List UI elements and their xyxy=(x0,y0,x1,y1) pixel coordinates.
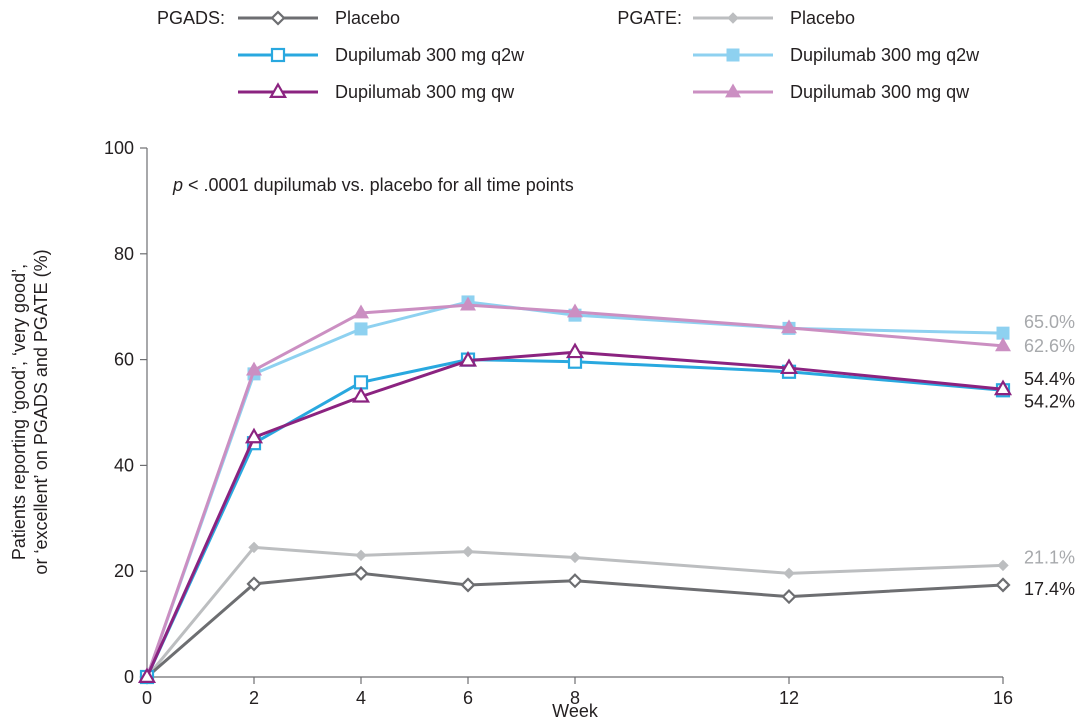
data-point-pgads-placebo xyxy=(460,577,476,593)
series-pgads-qw xyxy=(137,342,1013,683)
x-tick-label: 8 xyxy=(570,688,580,708)
data-point-pgads-qw xyxy=(779,358,799,375)
axes: 0 20 40 60 80 100 0 2 4 6 8 12 16 Week Patients rep… xyxy=(9,138,1013,721)
x-tick-label: 2 xyxy=(249,688,259,708)
legend-marker xyxy=(270,10,286,26)
legend-item-pgate-placebo: Placebo xyxy=(693,8,855,28)
series-line-pgads-q2w xyxy=(145,358,1004,678)
series-line-pgate-placebo xyxy=(145,545,1004,678)
data-point-pgate-placebo xyxy=(248,541,260,554)
series-line-pgads-placebo xyxy=(146,571,1004,679)
legend-label: Dupilumab 300 mg q2w xyxy=(335,45,525,65)
y-tick-label: 40 xyxy=(114,455,134,475)
data-point-pgads-qw xyxy=(993,379,1013,396)
data-point-pgads-placebo xyxy=(246,576,262,592)
legend-marker xyxy=(270,47,286,63)
legend-group-pgads: PGADS: xyxy=(157,8,225,28)
end-value-label: 54.4% xyxy=(1024,369,1075,389)
data-point-pgads-placebo xyxy=(353,565,369,581)
data-point-pgate-placebo xyxy=(355,549,367,562)
data-point-pgate-qw xyxy=(995,337,1011,352)
data-point-pgads-qw xyxy=(137,667,157,683)
x-tick-label: 12 xyxy=(779,688,799,708)
p-italic: p xyxy=(172,175,183,195)
data-point-pgads-placebo xyxy=(781,589,797,605)
x-tick-label: 6 xyxy=(463,688,473,708)
legend-item-pgate-qw: Dupilumab 300 mg qw xyxy=(693,82,970,102)
data-point-pgads-q2w xyxy=(353,375,369,390)
x-tick-label: 0 xyxy=(142,688,152,708)
x-tick-label: 4 xyxy=(356,688,366,708)
y-tick-label: 60 xyxy=(114,350,134,370)
legend-label: Dupilumab 300 mg q2w xyxy=(790,45,980,65)
end-value-label: 62.6% xyxy=(1024,336,1075,356)
end-labels: 65.0% 62.6% 54.4%54.2% 21.1% 17.4% xyxy=(1024,312,1075,599)
p-annotation-text: < .0001 dupilumab vs. placebo for all ti… xyxy=(183,175,574,195)
end-value-label: 17.4% xyxy=(1024,579,1075,599)
data-point-pgads-placebo xyxy=(567,573,583,589)
legend-item-pgate-q2w: Dupilumab 300 mg q2w xyxy=(693,45,980,65)
x-tick-label: 16 xyxy=(993,688,1013,708)
data-point-pgate-qw xyxy=(460,296,476,311)
legend-marker xyxy=(268,82,288,98)
legend-marker xyxy=(725,83,741,98)
x-axis-label: Week xyxy=(552,701,599,721)
legend-item-pgads-placebo: Placebo xyxy=(238,8,400,28)
data-point-pgate-qw xyxy=(246,361,262,376)
data-point-pgate-placebo xyxy=(783,567,795,580)
series-line-pgads-qw xyxy=(145,350,1004,678)
legend-label: Dupilumab 300 mg qw xyxy=(335,82,515,102)
data-point-pgate-qw xyxy=(353,304,369,319)
data-point-pgate-placebo xyxy=(462,545,474,558)
y-tick-label: 100 xyxy=(104,138,134,158)
data-point-pgate-qw xyxy=(567,303,583,318)
legend-label: Placebo xyxy=(335,8,400,28)
series-pgads-q2w xyxy=(139,352,1011,685)
legend-group-pgate: PGATE: xyxy=(617,8,682,28)
end-value-label: 21.1% xyxy=(1024,547,1075,567)
data-point-pgads-qw xyxy=(244,427,264,444)
series-pgate-qw xyxy=(139,296,1011,683)
data-point-pgads-qw xyxy=(565,342,585,359)
series-layer xyxy=(137,295,1013,685)
p-value-annotation: p < .0001 dupilumab vs. placebo for all … xyxy=(172,175,574,195)
end-value-label: 54.2% xyxy=(1024,391,1075,411)
legend: PGADS: PGATE: Placebo Dupilumab 300 mg q2… xyxy=(157,8,980,102)
y-axis-label-line1: Patients reporting ‘good’, ‘very good’, xyxy=(9,264,29,560)
y-tick-label: 0 xyxy=(124,667,134,687)
data-point-pgate-placebo xyxy=(569,551,581,564)
data-point-pgate-q2w xyxy=(354,322,368,336)
data-point-pgads-placebo xyxy=(995,577,1011,593)
legend-label: Dupilumab 300 mg qw xyxy=(790,82,970,102)
data-point-pgads-qw xyxy=(458,350,478,367)
legend-item-pgads-qw: Dupilumab 300 mg qw xyxy=(238,82,515,102)
data-point-pgate-placebo xyxy=(997,559,1009,572)
series-pgate-placebo xyxy=(141,541,1009,683)
data-point-pgate-qw xyxy=(781,319,797,334)
y-axis-label-line2: or ‘excellent’ on PGADS and PGATE (%) xyxy=(31,249,51,574)
data-point-pgads-qw xyxy=(351,386,371,403)
legend-item-pgads-q2w: Dupilumab 300 mg q2w xyxy=(238,45,525,65)
legend-label: Placebo xyxy=(790,8,855,28)
y-tick-label: 20 xyxy=(114,561,134,581)
legend-marker xyxy=(726,48,740,62)
y-tick-label: 80 xyxy=(114,244,134,264)
legend-marker xyxy=(727,12,739,24)
series-pgads-placebo xyxy=(139,565,1011,685)
end-value-label: 65.0% xyxy=(1024,312,1075,332)
